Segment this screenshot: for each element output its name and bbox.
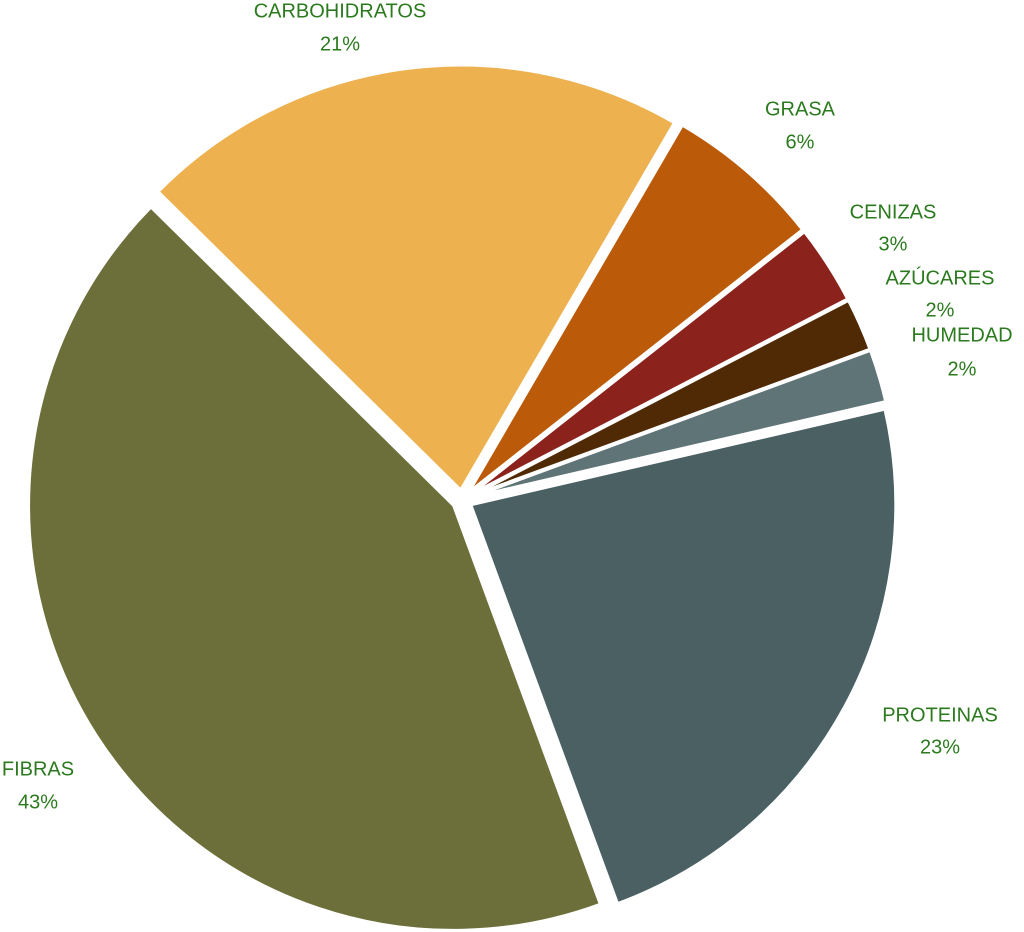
slice-value-label: 3%: [879, 233, 908, 255]
pie-slice: [27, 204, 603, 932]
slice-value-label: 43%: [18, 791, 58, 813]
slice-label: AZÚCARES: [886, 266, 995, 289]
slice-label: CARBOHIDRATOS: [254, 0, 427, 22]
slice-label: HUMEDAD: [911, 324, 1012, 346]
slice-value-label: 2%: [948, 358, 977, 380]
slice-label: PROTEINAS: [882, 704, 998, 726]
pie-slice: [468, 407, 898, 906]
slice-value-label: 23%: [920, 736, 960, 758]
slice-value-label: 2%: [926, 299, 955, 321]
slice-value-label: 6%: [786, 131, 815, 153]
pie-slice: [467, 123, 805, 494]
pie-slice: [469, 229, 850, 496]
slice-label: FIBRAS: [2, 758, 74, 780]
pie-slice: [155, 63, 677, 493]
slice-value-label: 21%: [320, 33, 360, 55]
slice-label: CENIZAS: [850, 201, 937, 223]
pie-slice: [471, 348, 888, 499]
slice-label: GRASA: [765, 98, 836, 120]
